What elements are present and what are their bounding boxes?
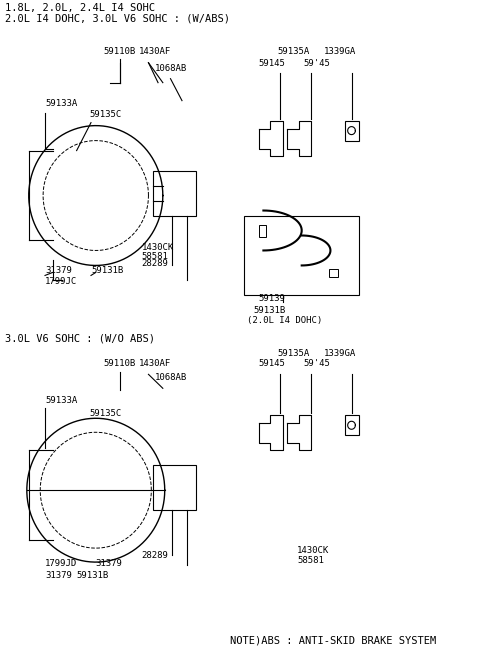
Bar [345,121,359,141]
Text: 1.8L, 2.0L, 2.4L I4 SOHC: 1.8L, 2.0L, 2.4L I4 SOHC [5,3,155,12]
Text: 59'45: 59'45 [304,58,331,68]
Text: 28289: 28289 [142,260,168,269]
Text: 1799JD: 1799JD [45,559,77,568]
Text: 28289: 28289 [142,551,168,560]
Polygon shape [348,421,355,429]
Text: 58581: 58581 [297,556,324,565]
Text: 31379: 31379 [45,571,72,580]
Text: 59110B: 59110B [104,359,136,369]
Text: 1068AB: 1068AB [155,373,187,382]
Text: 1068AB: 1068AB [155,64,187,73]
Text: 59133A: 59133A [45,99,77,108]
Text: 59135A: 59135A [278,350,310,358]
Text: 59135A: 59135A [278,47,310,56]
Bar [244,215,359,296]
Text: 59131B: 59131B [77,571,109,580]
Text: 3.0L V6 SOHC : (W/O ABS): 3.0L V6 SOHC : (W/O ABS) [5,333,155,344]
Text: 59'45: 59'45 [304,359,331,369]
Text: 1430CK: 1430CK [297,546,329,555]
Text: 1339GA: 1339GA [324,350,356,358]
Text: 59131B: 59131B [91,267,123,275]
Text: 1799JC: 1799JC [45,277,77,286]
Text: 31379: 31379 [45,267,72,275]
Bar [345,415,359,435]
Bar [259,225,266,237]
Text: 59135C: 59135C [89,409,121,419]
Text: (2.0L I4 DOHC): (2.0L I4 DOHC) [247,317,323,325]
Text: 59145: 59145 [259,58,286,68]
Text: 1430AF: 1430AF [139,359,171,369]
Text: 59145: 59145 [259,359,286,369]
Bar [328,269,338,277]
Text: 59131B: 59131B [254,306,286,315]
Text: 2.0L I4 DOHC, 3.0L V6 SOHC : (W/ABS): 2.0L I4 DOHC, 3.0L V6 SOHC : (W/ABS) [5,14,230,24]
Polygon shape [348,127,355,135]
Text: 59110B: 59110B [104,47,136,56]
Bar [153,171,196,215]
Bar [153,465,196,510]
Text: 1430AF: 1430AF [139,47,171,56]
Text: 1339GA: 1339GA [324,47,356,56]
Text: 59139: 59139 [259,294,286,304]
Text: 58581: 58581 [142,252,168,261]
Text: 31379: 31379 [96,559,123,568]
Text: 59135C: 59135C [89,110,121,119]
Text: NOTE)ABS : ANTI-SKID BRAKE SYSTEM: NOTE)ABS : ANTI-SKID BRAKE SYSTEM [230,635,436,645]
Text: 59133A: 59133A [45,396,77,405]
Text: 1430CK: 1430CK [142,244,174,252]
